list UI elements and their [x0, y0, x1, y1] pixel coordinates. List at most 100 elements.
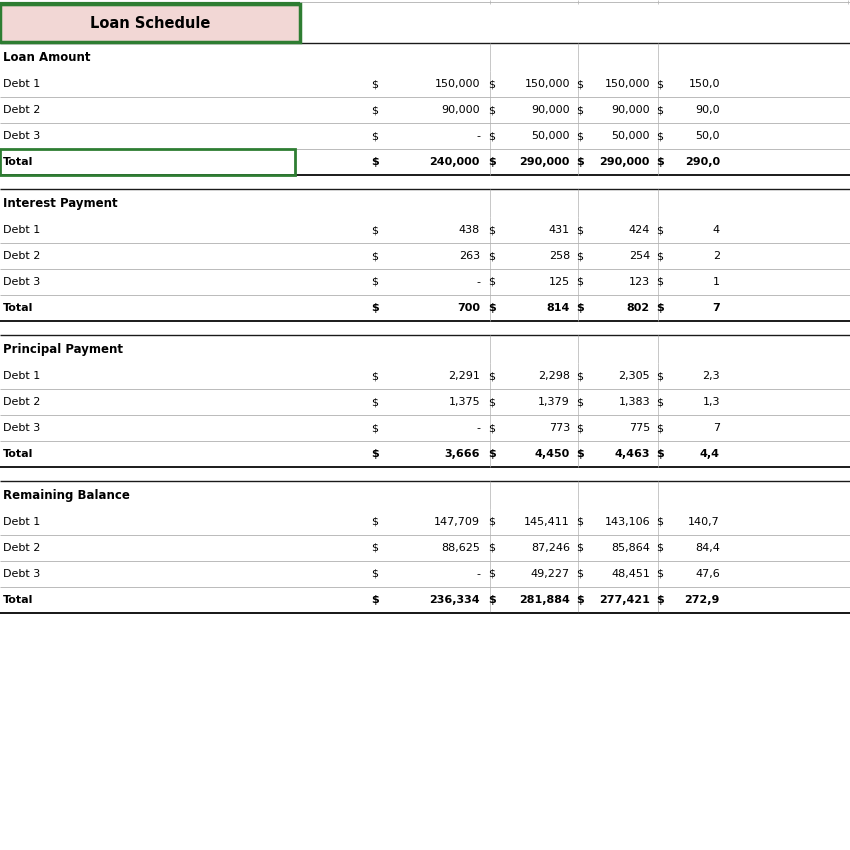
Text: $: $	[371, 397, 378, 407]
Text: 263: 263	[459, 251, 480, 261]
Text: $: $	[576, 569, 583, 579]
Text: Debt 2: Debt 2	[3, 251, 40, 261]
Text: Debt 3: Debt 3	[3, 131, 40, 141]
Text: 47,6: 47,6	[695, 569, 720, 579]
Text: 2,298: 2,298	[538, 371, 570, 381]
Text: -: -	[476, 131, 480, 141]
Text: $: $	[371, 157, 379, 167]
Text: 700: 700	[457, 303, 480, 313]
Text: $: $	[656, 157, 664, 167]
Text: Principal Payment: Principal Payment	[3, 343, 123, 355]
Text: $: $	[371, 371, 378, 381]
Text: Remaining Balance: Remaining Balance	[3, 489, 130, 501]
Text: $: $	[371, 517, 378, 527]
Text: 3,666: 3,666	[445, 449, 480, 459]
Text: $: $	[576, 157, 584, 167]
Text: 2: 2	[713, 251, 720, 261]
Text: 290,000: 290,000	[599, 157, 650, 167]
Text: $: $	[489, 225, 496, 235]
Text: 775: 775	[629, 423, 650, 433]
Text: $: $	[489, 105, 496, 115]
Text: $: $	[656, 423, 664, 433]
Text: $: $	[489, 277, 496, 287]
Text: -: -	[476, 277, 480, 287]
Text: $: $	[489, 543, 496, 553]
Text: $: $	[576, 303, 584, 313]
Text: 50,000: 50,000	[611, 131, 650, 141]
Text: $: $	[576, 225, 583, 235]
Text: 4: 4	[713, 225, 720, 235]
Text: $: $	[656, 595, 664, 605]
Text: Total: Total	[3, 449, 33, 459]
Text: 1,3: 1,3	[702, 397, 720, 407]
Text: 2,3: 2,3	[702, 371, 720, 381]
Text: $: $	[576, 105, 583, 115]
Text: 48,451: 48,451	[611, 569, 650, 579]
Text: $: $	[489, 131, 496, 141]
Text: 150,000: 150,000	[604, 79, 650, 89]
Text: Total: Total	[3, 595, 33, 605]
Text: $: $	[576, 251, 583, 261]
Text: $: $	[371, 251, 378, 261]
Text: Loan Schedule: Loan Schedule	[90, 15, 210, 31]
Text: $: $	[656, 517, 664, 527]
Text: 236,334: 236,334	[429, 595, 480, 605]
Text: 50,000: 50,000	[531, 131, 570, 141]
Text: Interest Payment: Interest Payment	[3, 196, 117, 209]
Text: $: $	[656, 105, 664, 115]
Text: Debt 3: Debt 3	[3, 277, 40, 287]
Bar	[0, 4, 300, 42]
Text: 4,450: 4,450	[535, 449, 570, 459]
Text: 290,000: 290,000	[519, 157, 570, 167]
Text: $: $	[656, 397, 664, 407]
Text: $: $	[656, 225, 664, 235]
Text: $: $	[371, 105, 378, 115]
Text: 1: 1	[713, 277, 720, 287]
Text: 802: 802	[626, 303, 650, 313]
Text: 2,305: 2,305	[618, 371, 650, 381]
Text: 90,0: 90,0	[695, 105, 720, 115]
Text: $: $	[371, 569, 378, 579]
Text: $: $	[489, 517, 496, 527]
Text: Debt 1: Debt 1	[3, 225, 40, 235]
Text: 290,0: 290,0	[685, 157, 720, 167]
Text: $: $	[576, 449, 584, 459]
Text: $: $	[656, 251, 664, 261]
Text: $: $	[371, 595, 379, 605]
Text: Total: Total	[3, 303, 33, 313]
Text: $: $	[656, 79, 664, 89]
Text: 424: 424	[629, 225, 650, 235]
Text: $: $	[656, 449, 664, 459]
Text: 145,411: 145,411	[524, 517, 570, 527]
Text: $: $	[489, 397, 496, 407]
Text: 150,000: 150,000	[524, 79, 570, 89]
Text: 4,463: 4,463	[615, 449, 650, 459]
Text: 88,625: 88,625	[441, 543, 480, 553]
Text: $: $	[371, 423, 378, 433]
Text: $: $	[489, 423, 496, 433]
Text: 258: 258	[549, 251, 570, 261]
Text: 431: 431	[549, 225, 570, 235]
Text: 254: 254	[629, 251, 650, 261]
Text: Debt 3: Debt 3	[3, 423, 40, 433]
Text: $: $	[656, 303, 664, 313]
Text: 125: 125	[549, 277, 570, 287]
Text: 50,0: 50,0	[695, 131, 720, 141]
Text: $: $	[489, 251, 496, 261]
Text: 84,4: 84,4	[695, 543, 720, 553]
Text: 773: 773	[549, 423, 570, 433]
Text: 143,106: 143,106	[604, 517, 650, 527]
Text: $: $	[576, 397, 583, 407]
Text: $: $	[371, 225, 378, 235]
Text: Debt 1: Debt 1	[3, 517, 40, 527]
Text: $: $	[656, 131, 664, 141]
Text: $: $	[371, 449, 379, 459]
Text: 90,000: 90,000	[531, 105, 570, 115]
Text: Debt 1: Debt 1	[3, 79, 40, 89]
Text: 49,227: 49,227	[531, 569, 570, 579]
Text: $: $	[489, 371, 496, 381]
Text: 87,246: 87,246	[531, 543, 570, 553]
Text: -: -	[476, 423, 480, 433]
Text: 438: 438	[459, 225, 480, 235]
Text: 1,379: 1,379	[538, 397, 570, 407]
